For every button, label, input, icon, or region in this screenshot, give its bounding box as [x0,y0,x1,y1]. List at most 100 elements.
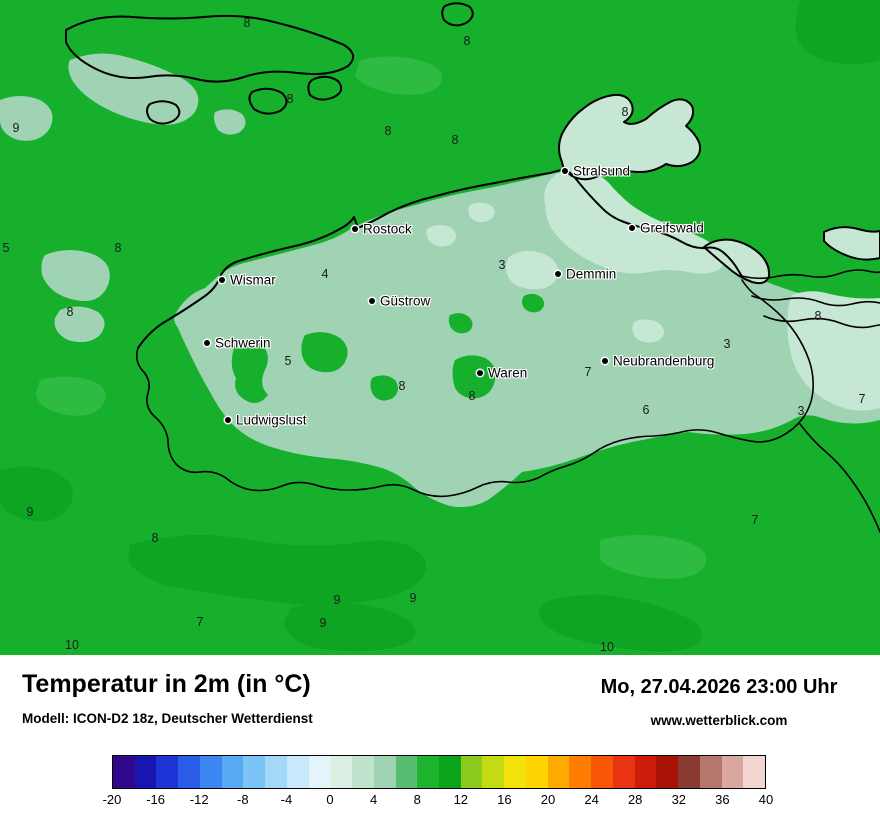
colorbar-segment [547,756,570,788]
colorbar-tick-label: -12 [189,792,209,807]
temp-label: 9 [409,591,417,605]
colorbar-segment [721,756,744,788]
city-dot [204,340,210,346]
border-southeast-path [799,423,880,533]
colorbar-segment [699,756,722,788]
colorbar-segment [678,756,700,788]
colorbar-segment [243,756,266,788]
colorbar-segment [634,756,657,788]
colorbar-segment [569,756,592,788]
colorbar [112,755,766,789]
temp-label: 7 [584,365,592,379]
temp-label: 8 [398,379,406,393]
map-area: 8 8 8 9 8 8 8 5 8 4 3 8 8 5 3 7 8 8 6 3 7 9 7 8 9 9 7 9 10 10 Stralsun… [0,0,880,655]
colorbar-tick-label: 8 [413,792,421,807]
city-label: Schwerin [215,335,271,351]
city-dot [225,417,231,423]
colorbar-segment [525,756,548,788]
colorbar-tick-label: 12 [453,792,469,807]
temp-label: 8 [114,241,122,255]
colorbar-segment [417,756,440,788]
city-dot [629,225,635,231]
colorbar-segment [656,756,679,788]
colorbar-segment [439,756,461,788]
colorbar-segment [591,756,613,788]
temp-label: 8 [243,16,251,30]
colorbar-tick-label: 32 [671,792,687,807]
colorbar-tick-label: 20 [540,792,556,807]
city-label: Greifswald [640,220,704,236]
page-title: Temperatur in 2m (in °C) [22,670,311,698]
coastline-path [137,168,742,349]
colorbar-segment [504,756,526,788]
colorbar-segment [134,756,157,788]
colorbar-segment [330,756,353,788]
temp-label: 3 [498,258,506,272]
colorbar-ticks: -20 -16 -12 -8 -4 0 4 8 12 16 20 24 28 32 36 40 [103,792,774,814]
colorbar-segment [482,756,505,788]
colorbar-segment [286,756,309,788]
city-dot [352,226,358,232]
denmark-islands-outline [65,2,474,125]
temp-label: 9 [26,505,34,519]
colorbar-segment [743,756,766,788]
colorbar-segment [156,756,179,788]
temp-label: 7 [858,392,866,406]
ruegen-island-outline [558,93,702,181]
city-label: Ludwigslust [236,412,307,428]
temp-label: 9 [333,593,341,607]
colorbar-tick-label: -16 [146,792,165,807]
map-graphic [0,0,880,655]
colorbar-tick-label: 4 [369,792,378,807]
colorbar-segment [113,756,135,788]
colorbar-segment [460,756,483,788]
city-dot [562,168,568,174]
colorbar-tick-label: 28 [627,792,643,807]
temp-label: 7 [196,615,204,629]
temp-label: 10 [65,638,79,652]
colorbar-segment [612,756,635,788]
temp-label: 4 [321,267,329,281]
colorbar-segment [352,756,374,788]
temp-label: 8 [468,389,476,403]
website-label: www.wetterblick.com [650,713,788,728]
temp-label: 7 [751,513,759,527]
colorbar-segment [373,756,396,788]
colorbar-segment [395,756,418,788]
colorbar-segment [221,756,244,788]
colorbar-tick-label: 24 [584,792,599,807]
colorbar-tick-label: -20 [102,792,122,807]
temp-label: 8 [451,133,459,147]
temp-label: 3 [723,337,731,351]
colorbar-wrap: -20 -16 -12 -8 -4 0 4 8 12 16 20 24 28 32 36 40 [103,755,774,815]
temp-label: 8 [286,92,294,106]
model-label: Modell: ICON-D2 18z, Deutscher Wetterdie… [22,711,313,726]
temp-label: 8 [384,124,392,138]
temp-label: 8 [66,305,74,319]
temp-label: 9 [319,616,327,630]
colorbar-tick-label: -8 [237,792,249,807]
temp-label: 5 [284,354,292,368]
city-label: Demmin [566,266,617,282]
city-dot [602,358,608,364]
colorbar-tick-label: 40 [758,792,774,807]
city-dot [219,277,225,283]
colorbar-tick-label: 16 [497,792,512,807]
city-label: Rostock [363,221,412,237]
colorbar-tick-label: 0 [326,792,334,807]
city-dot [555,271,561,277]
colorbar-segment [265,756,287,788]
temp-label: 10 [600,640,614,654]
colorbar-segment [308,756,331,788]
city-label: Waren [488,365,528,381]
map-overlay: 8 8 8 9 8 8 8 5 8 4 3 8 8 5 3 7 8 8 6 3 7 9 7 8 9 9 7 9 10 10 Stralsun… [3,16,866,654]
city-label: Neubrandenburg [613,353,715,369]
temp-label: 8 [621,105,629,119]
colorbar-segment [178,756,200,788]
temp-label: 8 [463,34,471,48]
temp-label: 8 [814,309,822,323]
colorbar-tick-label: 36 [715,792,730,807]
temp-label: 9 [12,121,20,135]
temp-label: 8 [151,531,159,545]
